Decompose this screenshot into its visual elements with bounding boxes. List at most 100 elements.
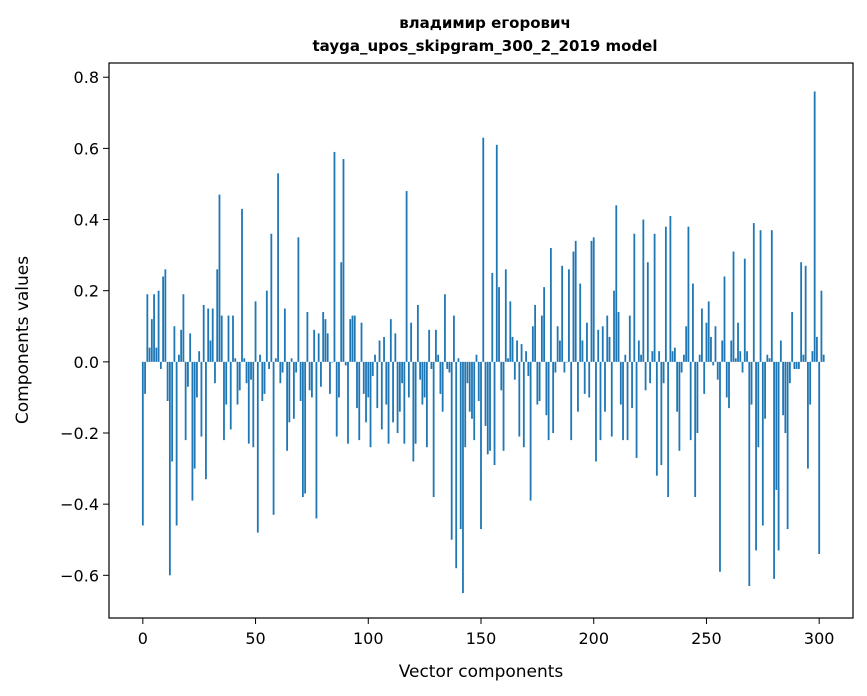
bar-145	[468, 361, 471, 412]
bar-262	[732, 251, 735, 362]
bar-289	[793, 361, 796, 369]
bar-51	[256, 361, 259, 533]
bar-137	[450, 361, 453, 540]
bar-120	[412, 361, 415, 462]
bar-39	[229, 361, 232, 430]
bar-73	[306, 312, 309, 362]
bar-17	[180, 329, 183, 362]
bar-14	[173, 326, 176, 362]
bar-238	[678, 361, 681, 451]
bar-38	[227, 315, 230, 362]
bar-144	[466, 361, 469, 384]
bar-115	[401, 361, 403, 384]
bar-140	[457, 358, 460, 362]
bar-248	[701, 308, 703, 362]
bar-30	[209, 340, 212, 362]
bar-231	[662, 361, 665, 384]
chart-title-line-2: tayga_upos_skipgram_300_2_2019 model	[313, 37, 658, 55]
bar-176	[538, 361, 541, 401]
bar-198	[588, 361, 591, 398]
x-tick-label: 100	[353, 629, 384, 648]
bar-91	[347, 361, 349, 444]
bar-251	[707, 301, 710, 362]
bar-66	[290, 358, 293, 362]
bar-299	[816, 336, 818, 362]
bar-41	[234, 358, 237, 362]
bar-114	[398, 361, 401, 412]
bar-112	[394, 333, 397, 362]
bar-13	[171, 361, 174, 462]
x-tick-label: 50	[245, 629, 265, 648]
bar-208	[610, 361, 613, 437]
bar-236	[673, 347, 676, 362]
bar-60	[277, 173, 279, 362]
bar-96	[358, 361, 361, 441]
bar-268	[746, 351, 748, 362]
bar-177	[540, 315, 543, 362]
bar-72	[304, 361, 307, 494]
bar-55	[265, 290, 268, 362]
bar-90	[344, 361, 347, 366]
bar-270	[750, 361, 753, 405]
bar-86	[335, 361, 338, 437]
bar-159	[500, 361, 503, 391]
bar-146	[471, 361, 473, 419]
bar-269	[748, 361, 751, 586]
bar-102	[371, 361, 374, 377]
bar-36	[223, 361, 225, 441]
bar-3	[148, 347, 151, 362]
bar-187	[563, 361, 566, 373]
bar-199	[590, 240, 593, 362]
bar-64	[286, 361, 289, 451]
bar-188	[565, 361, 568, 363]
bar-183	[554, 361, 557, 373]
bar-271	[752, 223, 755, 362]
bar-122	[416, 304, 419, 362]
y-tick-label: −0.2	[60, 424, 99, 443]
bar-79	[320, 361, 322, 387]
bar-239	[680, 361, 683, 373]
bar-284	[782, 361, 785, 416]
bar-290	[795, 361, 798, 369]
bar-245	[694, 361, 697, 498]
bar-170	[525, 351, 527, 362]
bar-265	[739, 351, 742, 362]
bar-119	[410, 322, 413, 362]
bar-63	[283, 308, 286, 362]
bar-255	[716, 361, 719, 380]
bar-52	[259, 354, 261, 362]
bar-211	[617, 312, 620, 362]
bar-123	[419, 361, 422, 380]
bars-group	[141, 91, 825, 594]
bar-254	[714, 326, 717, 362]
bar-93	[351, 315, 354, 362]
bar-273	[757, 361, 760, 448]
bar-81	[324, 319, 327, 362]
bar-87	[338, 361, 340, 398]
bar-241	[685, 326, 688, 362]
bar-247	[698, 354, 701, 362]
bar-53	[261, 361, 264, 401]
bar-4	[150, 319, 153, 362]
bar-298	[813, 91, 816, 362]
bar-229	[658, 351, 661, 362]
bar-297	[811, 351, 814, 362]
bar-117	[405, 191, 408, 362]
bar-85	[333, 151, 336, 362]
bar-242	[687, 226, 690, 362]
bar-196	[583, 361, 586, 394]
bar-280	[773, 361, 775, 579]
bar-0	[141, 361, 144, 526]
bar-78	[317, 333, 320, 362]
y-tick-label: 0.4	[74, 211, 99, 230]
bar-23	[193, 361, 196, 469]
bar-125	[423, 361, 426, 398]
bar-74	[308, 361, 311, 391]
bar-47	[247, 361, 250, 444]
bar-253	[712, 361, 715, 366]
bar-182	[552, 361, 555, 433]
bar-101	[369, 361, 372, 448]
bar-213	[622, 361, 624, 441]
